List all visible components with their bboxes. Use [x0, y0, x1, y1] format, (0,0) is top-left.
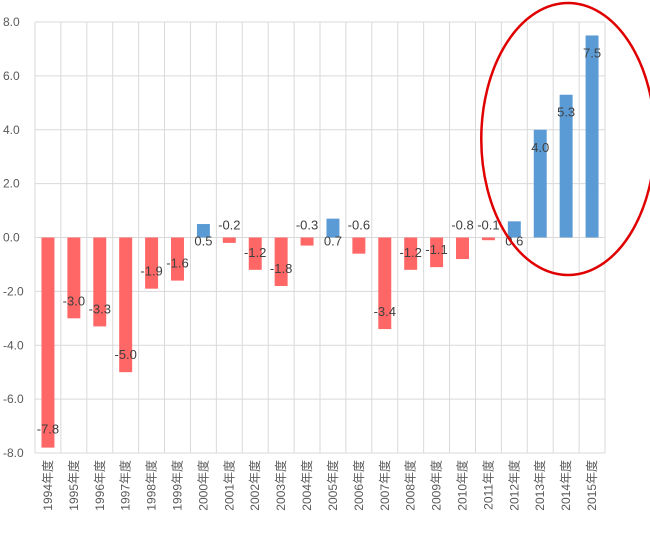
bar-2001年度	[222, 237, 236, 243]
x-tick-label: 1997年度	[118, 460, 133, 511]
x-tick-label: 2009年度	[429, 460, 444, 511]
x-tick-label: 2012年度	[506, 460, 521, 511]
y-tick-label: -4.0	[3, 338, 24, 352]
y-tick-label: 0.0	[3, 231, 20, 245]
x-tick-label: 2001年度	[221, 460, 236, 511]
y-tick-label: 4.0	[3, 123, 20, 137]
data-label: -0.2	[218, 218, 240, 233]
bar-2009年度	[430, 237, 444, 268]
y-tick-label: -6.0	[3, 392, 24, 406]
x-tick-label: 2015年度	[584, 460, 599, 511]
x-axis-ticks: 1994年度 1995年度 1996年度 1997年度 1998年度 1999年度 2000…	[40, 460, 599, 511]
data-label: -0.6	[348, 218, 370, 233]
data-label: 0.7	[324, 234, 342, 249]
data-label: -1.6	[166, 256, 188, 271]
y-tick-label: -8.0	[3, 446, 24, 460]
data-label: -0.8	[451, 218, 473, 233]
bar-2013年度	[533, 129, 547, 238]
bar-1997年度	[119, 237, 133, 373]
bar-1994年度	[41, 237, 55, 448]
data-label: -1.1	[425, 242, 447, 257]
bar-1995年度	[67, 237, 81, 319]
data-labels: -7.8-3.0-3.3-5.0-1.9-1.60.5-0.2-1.2-1.8-…	[37, 45, 601, 436]
highlight-ellipse	[480, 1, 650, 277]
x-tick-label: 2004年度	[299, 460, 314, 511]
y-axis-ticks: 8.0 6.0 4.0 2.0 0.0 -2.0 -4.0 -6.0 -8.0	[3, 15, 24, 460]
bar-2014年度	[559, 94, 573, 238]
x-tick-label: 2010年度	[455, 460, 470, 511]
data-label: 5.3	[557, 105, 575, 120]
y-tick-label: 8.0	[3, 15, 20, 29]
bar-2007年度	[378, 237, 392, 330]
data-label: -3.4	[374, 304, 396, 319]
x-tick-label: 2003年度	[273, 460, 288, 511]
x-tick-label: 1995年度	[66, 460, 81, 511]
bar-2003年度	[274, 237, 288, 286]
x-tick-label: 1994年度	[40, 460, 55, 511]
x-tick-label: 2002年度	[247, 460, 262, 511]
bar-2005年度	[326, 218, 340, 238]
data-label: -1.8	[270, 261, 292, 276]
data-label: -0.3	[296, 218, 318, 233]
y-tick-label: 6.0	[3, 69, 20, 83]
x-tick-label: 1999年度	[170, 460, 185, 511]
x-tick-label: 1998年度	[144, 460, 159, 511]
data-label: -1.2	[399, 245, 421, 260]
data-label: 0.6	[505, 234, 523, 249]
x-tick-label: 2000年度	[195, 460, 210, 511]
bar-2015年度	[585, 35, 599, 238]
data-label: 4.0	[531, 140, 549, 155]
bar-2000年度	[196, 224, 210, 238]
data-label: -0.1	[477, 218, 499, 233]
bar-2011年度	[481, 237, 495, 241]
y-tick-label: -2.0	[3, 284, 24, 298]
x-tick-label: 2007年度	[377, 460, 392, 511]
y-tick-label: 2.0	[3, 177, 20, 191]
bar-2010年度	[456, 237, 469, 260]
x-tick-label: 2011年度	[480, 460, 495, 510]
bar-2004年度	[300, 237, 314, 246]
bar-1998年度	[145, 237, 159, 289]
bars	[41, 35, 599, 448]
bar-2002年度	[248, 237, 262, 270]
x-tick-label: 2013年度	[532, 460, 547, 511]
x-tick-label: 2014年度	[558, 460, 573, 511]
x-tick-label: 2006年度	[351, 460, 366, 511]
data-label: -3.3	[89, 301, 111, 316]
data-label: 0.5	[194, 234, 212, 249]
data-label: -7.8	[37, 422, 59, 437]
x-tick-label: 2008年度	[403, 460, 418, 511]
x-tick-label: 1996年度	[92, 460, 107, 511]
data-label: 7.5	[583, 45, 601, 60]
bar-1999年度	[171, 237, 184, 281]
bar-1996年度	[93, 237, 107, 327]
x-tick-label: 2005年度	[325, 460, 340, 511]
bar-2008年度	[404, 237, 418, 270]
data-label: -1.9	[140, 264, 162, 279]
data-label: -1.2	[244, 245, 266, 260]
data-label: -5.0	[114, 347, 136, 362]
data-label: -3.0	[63, 293, 85, 308]
bar-2012年度	[507, 221, 521, 238]
bar-2006年度	[352, 237, 366, 254]
